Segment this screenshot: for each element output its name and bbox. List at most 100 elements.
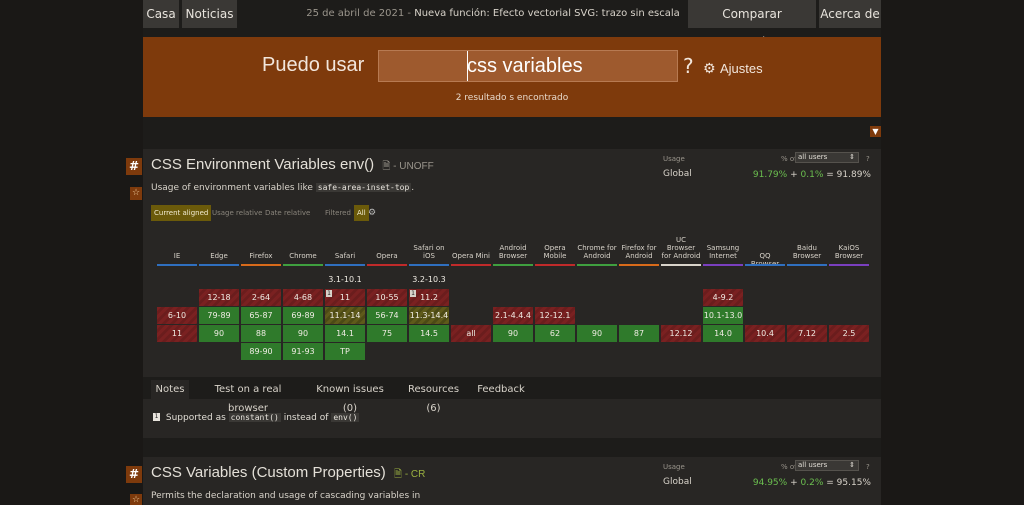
feature-title[interactable]: CSS Environment Variables env() 🗎 - UNOF…: [151, 156, 434, 176]
support-cell[interactable]: 11.3-14.4: [409, 307, 449, 324]
support-cell[interactable]: 14.5: [409, 325, 449, 342]
support-cell[interactable]: 10.1-13.0: [703, 307, 743, 324]
browser-color-line: [157, 264, 197, 266]
star-icon[interactable]: ☆: [130, 494, 142, 505]
support-cell[interactable]: 90: [577, 325, 617, 342]
search-input[interactable]: css variables: [378, 50, 678, 82]
help-question[interactable]: ?: [683, 54, 694, 78]
tab-test-real-browser[interactable]: Test on a real browser: [214, 384, 282, 414]
pct-partial: 0.1%: [800, 170, 824, 180]
support-cell[interactable]: 90: [199, 325, 239, 342]
pct-full: 94.95%: [752, 478, 788, 488]
support-cell[interactable]: 10-55: [367, 289, 407, 306]
browser-name: Samsung Internet: [706, 244, 740, 260]
document-icon: 🗎: [393, 469, 403, 480]
table-settings-gear-icon[interactable]: ⚙: [368, 208, 377, 218]
browser-color-line: [409, 264, 449, 266]
settings-link[interactable]: Ajustes: [720, 61, 763, 76]
support-cell[interactable]: 65-87: [241, 307, 281, 324]
gear-icon[interactable]: ⚙: [703, 61, 716, 77]
toggle-date-relative[interactable]: Date relative: [265, 209, 311, 217]
tab-resources[interactable]: Resources (6): [407, 384, 460, 414]
browser-name: Opera Mobile: [543, 244, 567, 260]
support-cell[interactable]: 75: [367, 325, 407, 342]
users-select-value: all users: [798, 153, 828, 161]
home-link[interactable]: Casa: [143, 0, 179, 28]
browser-color-line: [283, 264, 323, 266]
usage-numbers: 94.95% + 0.2% = 95.15%: [731, 478, 871, 488]
support-cell[interactable]: 87: [619, 325, 659, 342]
support-cell[interactable]: 11: [157, 325, 197, 342]
feature-tabs: Notes Test on a real browser Known issue…: [143, 377, 881, 414]
browser-color-line: [535, 264, 575, 266]
usage-help[interactable]: ?: [866, 463, 870, 471]
search-banner: Puedo usar css variables ? ⚙ Ajustes 2 r…: [143, 37, 881, 117]
support-cell[interactable]: 2.5: [829, 325, 869, 342]
search-label: Puedo usar: [262, 54, 365, 76]
support-cell[interactable]: 11.2 1: [409, 289, 449, 306]
support-cell[interactable]: 10.4: [745, 325, 785, 342]
hash-link[interactable]: #: [126, 466, 142, 483]
browser-name: KaiOS Browser: [834, 244, 864, 260]
support-cell[interactable]: 4-9.2: [703, 289, 743, 306]
support-cell[interactable]: 7.12: [787, 325, 827, 342]
support-cell[interactable]: 11 1: [325, 289, 365, 306]
support-cell[interactable]: 79-89: [199, 307, 239, 324]
star-icon[interactable]: ☆: [130, 187, 142, 200]
desc-suffix: .: [411, 183, 415, 193]
feature-title[interactable]: CSS Variables (Custom Properties) 🗎 - CR: [151, 464, 425, 484]
tab-known-issues[interactable]: Known issues (0): [316, 384, 384, 414]
news-title: Nueva función: Efecto vectorial SVG: tra…: [414, 8, 680, 19]
support-cell[interactable]: 2.1-4.4.4: [493, 307, 533, 324]
news-link[interactable]: Noticias: [182, 0, 237, 28]
support-cell[interactable]: 89-90: [241, 343, 281, 360]
users-select[interactable]: all users ⇕: [795, 152, 859, 163]
support-cell[interactable]: 90: [493, 325, 533, 342]
news-headline[interactable]: 25 de abril de 2021 - Nueva función: Efe…: [306, 8, 680, 19]
pct-eq: =: [826, 478, 834, 488]
text-cursor: [467, 51, 468, 81]
support-cell[interactable]: 3.1-10.1: [328, 275, 362, 284]
toggle-usage-relative[interactable]: Usage relative: [212, 209, 263, 217]
browser-color-line: [661, 264, 701, 266]
spec-status: 🗎 - CR: [394, 469, 425, 480]
support-cell[interactable]: TP: [325, 343, 365, 360]
toggle-current-aligned[interactable]: Current aligned: [151, 205, 212, 221]
support-cell[interactable]: all: [451, 325, 491, 342]
browser-color-line: [199, 264, 239, 266]
browser-name: Edge: [210, 252, 228, 260]
support-cell[interactable]: 14.0: [703, 325, 743, 342]
spec-status-text: - CR: [404, 469, 426, 480]
support-cell[interactable]: 90: [283, 325, 323, 342]
support-cell[interactable]: 11.1-14: [325, 307, 365, 324]
support-cell[interactable]: 62: [535, 325, 575, 342]
support-cell[interactable]: 12-12.1: [535, 307, 575, 324]
support-cell[interactable]: 12.12: [661, 325, 701, 342]
toggle-all[interactable]: All: [354, 205, 369, 221]
usage-label: Usage: [663, 463, 685, 471]
compare-browsers-link[interactable]: Comparar navegadores: [688, 0, 816, 49]
tab-notes[interactable]: Notes: [151, 380, 189, 399]
about-link[interactable]: Acerca de: [819, 0, 881, 28]
users-select[interactable]: all users ⇕: [795, 460, 859, 471]
browser-color-line: [325, 264, 365, 266]
tab-feedback[interactable]: Feedback: [477, 384, 525, 395]
hash-link[interactable]: #: [126, 158, 142, 175]
page: Casa Noticias 25 de abril de 2021 - Nuev…: [126, 0, 881, 505]
filter-icon[interactable]: ▼: [870, 126, 881, 137]
support-cell[interactable]: 6-10: [157, 307, 197, 324]
region-label: Global: [663, 477, 692, 487]
support-cell[interactable]: 2-64: [241, 289, 281, 306]
support-cell[interactable]: 69-89: [283, 307, 323, 324]
support-cell[interactable]: 4-68: [283, 289, 323, 306]
support-cell[interactable]: 3.2-10.3: [412, 275, 446, 284]
support-cell[interactable]: 91-93: [283, 343, 323, 360]
region-label: Global: [663, 169, 692, 179]
usage-help[interactable]: ?: [866, 155, 870, 163]
support-cell[interactable]: 12-18: [199, 289, 239, 306]
support-cell[interactable]: 56-74: [367, 307, 407, 324]
support-cell[interactable]: 88: [241, 325, 281, 342]
toggle-filtered[interactable]: Filtered: [325, 209, 351, 217]
top-nav: Casa Noticias 25 de abril de 2021 - Nuev…: [143, 0, 881, 49]
support-cell[interactable]: 14.1: [325, 325, 365, 342]
